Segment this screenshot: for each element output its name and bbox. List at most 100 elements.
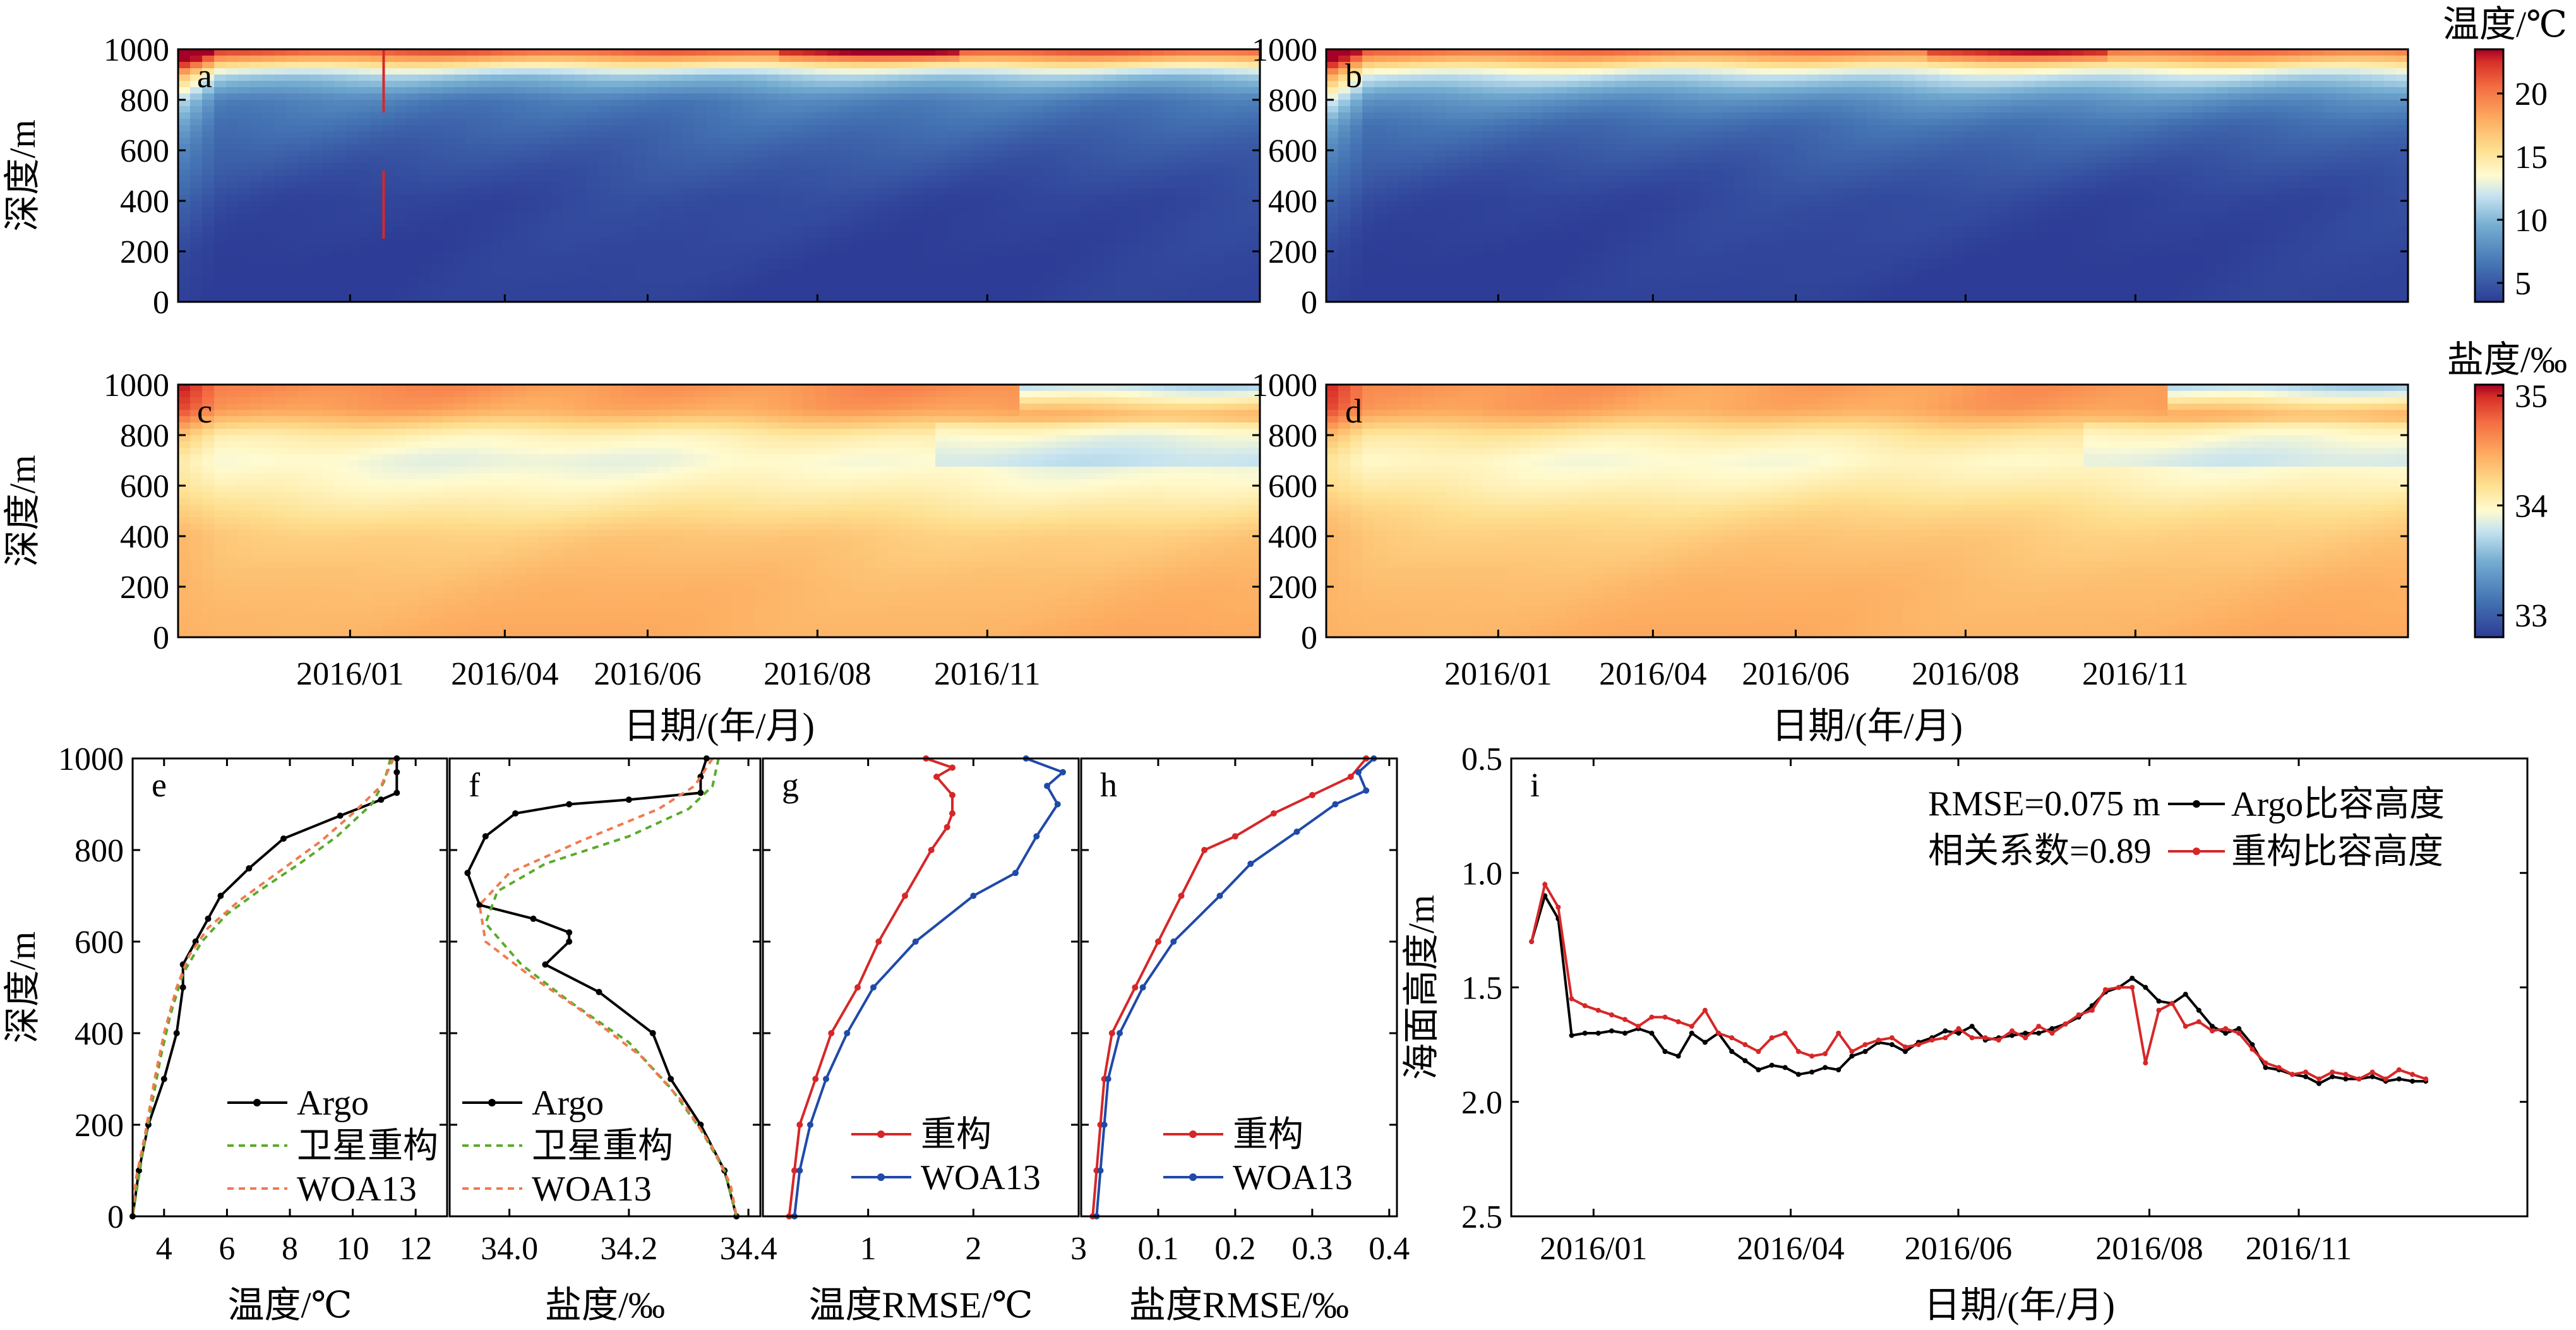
heatmap-cell: [1602, 49, 1615, 56]
heatmap-cell: [1211, 49, 1225, 56]
heatmap-cell: [755, 239, 768, 246]
heatmap-cell: [875, 188, 888, 195]
heatmap-cell: [1446, 176, 1459, 183]
heatmap-cell: [1735, 87, 1747, 94]
heatmap-cell: [1554, 87, 1567, 94]
heatmap-cell: [1338, 188, 1351, 195]
heatmap-cell: [178, 245, 191, 252]
heatmap-cell: [1103, 100, 1117, 107]
heatmap-cell: [1602, 56, 1615, 63]
heatmap-cell: [274, 68, 287, 75]
heatmap-cell: [875, 100, 888, 107]
heatmap-cell: [1151, 49, 1165, 56]
heatmap-cell: [1175, 270, 1189, 277]
heatmap-cell: [995, 258, 1009, 265]
heatmap-cell: [1590, 125, 1603, 132]
heatmap-cell: [695, 245, 708, 252]
heatmap-cell: [1350, 49, 1363, 56]
heatmap-cell: [779, 56, 792, 63]
heatmap-cell: [502, 182, 515, 189]
heatmap-cell: [382, 100, 395, 107]
heatmap-cell: [1711, 176, 1723, 183]
heatmap-cell: [875, 68, 888, 75]
heatmap-cell: [719, 163, 732, 170]
heatmap-cell: [190, 112, 203, 119]
heatmap-cell: [442, 296, 455, 303]
heatmap-cell: [1055, 131, 1069, 138]
heatmap-cell: [683, 56, 696, 63]
heatmap-cell: [623, 270, 636, 277]
heatmap-cell: [875, 232, 888, 239]
heatmap-cell: [767, 68, 780, 75]
heatmap-cell: [635, 75, 648, 81]
heatmap-cell: [779, 144, 792, 151]
heatmap-cell: [1470, 56, 1483, 63]
heatmap-cell: [1326, 296, 1339, 303]
heatmap-cell: [1223, 106, 1237, 113]
heatmap-cell: [250, 56, 263, 63]
heatmap-cell: [1386, 157, 1399, 164]
heatmap-cell: [466, 182, 479, 189]
heatmap-cell: [839, 296, 852, 303]
heatmap-cell: [887, 150, 900, 157]
heatmap-cell: [430, 207, 443, 214]
heatmap-cell: [526, 157, 539, 164]
heatmap-cell: [923, 176, 936, 183]
heatmap-cell: [803, 264, 816, 271]
heatmap-cell: [587, 258, 599, 265]
heatmap-cell: [1223, 163, 1237, 170]
heatmap-cell: [454, 283, 467, 290]
heatmap-cell: [1247, 201, 1261, 208]
heatmap-cell: [971, 131, 985, 138]
heatmap-cell: [262, 283, 275, 290]
heatmap-cell: [490, 232, 503, 239]
heatmap-cell: [1566, 112, 1579, 119]
heatmap-cell: [406, 296, 419, 303]
heatmap-cell: [1518, 239, 1531, 246]
heatmap-cell: [743, 169, 756, 176]
heatmap-cell: [935, 100, 948, 107]
heatmap-cell: [875, 226, 888, 233]
heatmap-cell: [286, 289, 299, 296]
heatmap-cell: [995, 56, 1009, 63]
heatmap-cell: [274, 112, 287, 119]
heatmap-cell: [190, 232, 203, 239]
heatmap-cell: [647, 232, 660, 239]
heatmap-cell: [1602, 251, 1615, 258]
heatmap-cell: [1055, 119, 1069, 126]
heatmap-cell: [178, 195, 191, 201]
heatmap-cell: [839, 81, 852, 88]
heatmap-cell: [310, 277, 323, 284]
heatmap-cell: [803, 112, 816, 119]
heatmap-cell: [1494, 125, 1507, 132]
heatmap-cell: [1723, 150, 1735, 157]
heatmap-cell: [334, 296, 347, 303]
heatmap-cell: [1139, 150, 1153, 157]
heatmap-cell: [1163, 220, 1177, 227]
heatmap-cell: [1235, 68, 1249, 75]
heatmap-cell: [563, 213, 575, 220]
heatmap-cell: [779, 258, 792, 265]
heatmap-cell: [971, 138, 985, 145]
heatmap-cell: [683, 270, 696, 277]
heatmap-cell: [659, 138, 672, 145]
heatmap-cell: [1494, 62, 1507, 69]
heatmap-cell: [1211, 277, 1225, 284]
heatmap-cell: [1386, 283, 1399, 290]
heatmap-cell: [1235, 144, 1249, 151]
heatmap-cell: [1542, 106, 1555, 113]
heatmap-cell: [983, 226, 997, 233]
heatmap-cell: [815, 125, 828, 132]
heatmap-cell: [310, 220, 323, 227]
heatmap-cell: [947, 157, 960, 164]
heatmap-cell: [911, 81, 924, 88]
heatmap-cell: [1187, 258, 1201, 265]
heatmap-cell: [779, 195, 792, 201]
heatmap-cell: [1199, 138, 1213, 145]
heatmap-cell: [310, 100, 323, 107]
heatmap-cell: [1699, 56, 1711, 63]
heatmap-cell: [238, 49, 251, 56]
heatmap-cell: [418, 251, 431, 258]
heatmap-cell: [1163, 207, 1177, 214]
heatmap-cell: [1494, 100, 1507, 107]
